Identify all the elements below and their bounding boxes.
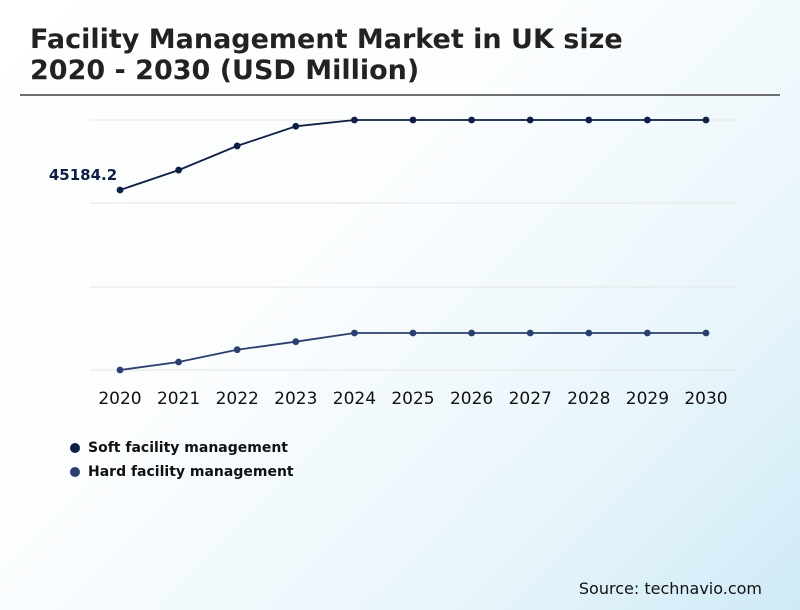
legend-label-hard: Hard facility management (88, 464, 294, 480)
x-tick-label-2027: 2027 (509, 389, 552, 409)
data-point-s0-2024 (351, 116, 358, 124)
x-tick-label-2021: 2021 (157, 389, 200, 409)
data-label-0: 45184.2 (49, 166, 117, 184)
data-point-s0-2027 (526, 116, 534, 124)
legend-marker-hard (70, 467, 80, 477)
data-point-s1-2026 (468, 329, 475, 337)
x-tick-label-2026: 2026 (450, 389, 493, 409)
data-point-s1-2022 (233, 346, 241, 354)
data-point-s0-2030 (702, 116, 710, 124)
data-point-s1-2030 (702, 329, 710, 337)
data-point-s0-2021 (175, 166, 183, 174)
data-point-s1-2024 (351, 329, 358, 337)
chart-legend: Soft facility management Hard facility m… (70, 436, 294, 484)
x-tick-label-2020: 2020 (98, 389, 141, 409)
chart-title-line-1: Facility Management Market in UK size (30, 24, 623, 55)
x-tick-label-2025: 2025 (391, 389, 434, 409)
data-point-s0-2028 (585, 116, 593, 124)
series-line-0 (119, 119, 706, 191)
data-point-s0-2020 (116, 186, 124, 194)
legend-item-hard: Hard facility management (70, 460, 294, 484)
data-point-s1-2028 (585, 329, 593, 337)
data-point-s1-2023 (292, 338, 300, 346)
chart-title-line-2: 2020 - 2030 (USD Million) (30, 55, 420, 86)
data-point-s0-2026 (468, 116, 475, 124)
x-tick-label-2023: 2023 (274, 389, 317, 409)
chart-title: Facility Management Market in UK size 20… (30, 24, 623, 86)
data-point-s0-2023 (292, 122, 300, 130)
legend-label-soft: Soft facility management (88, 440, 288, 456)
legend-item-soft: Soft facility management (70, 436, 294, 460)
data-point-s0-2029 (644, 116, 651, 124)
x-tick-label-2022: 2022 (216, 389, 259, 409)
x-tick-label-2028: 2028 (567, 389, 610, 409)
legend-marker-soft (70, 443, 80, 453)
data-point-s1-2025 (409, 329, 417, 337)
line-chart: 2020 2021 2022 2023 2024 2025 2026 2027 2028 2029… (49, 116, 736, 409)
data-point-s1-2020 (116, 366, 124, 374)
series-line-1 (119, 332, 706, 371)
data-point-s1-2029 (644, 329, 651, 337)
x-tick-label-2030: 2030 (684, 389, 727, 409)
data-point-s1-2027 (526, 329, 534, 337)
data-point-s0-2022 (233, 142, 241, 150)
data-point-s1-2021 (175, 358, 183, 366)
source-note: Source: technavio.com (578, 579, 762, 598)
data-point-s0-2025 (409, 116, 417, 124)
x-tick-label-2029: 2029 (626, 389, 669, 409)
x-tick-label-2024: 2024 (333, 389, 376, 409)
title-divider (20, 94, 780, 96)
